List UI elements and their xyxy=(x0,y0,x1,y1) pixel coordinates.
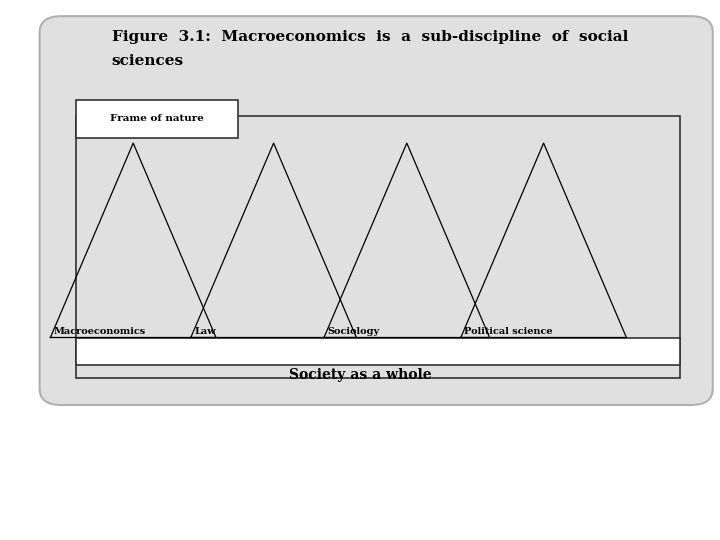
FancyBboxPatch shape xyxy=(40,16,713,405)
Text: Macroeconomics: Macroeconomics xyxy=(54,327,146,336)
Bar xyxy=(76,116,680,378)
Text: Political science: Political science xyxy=(464,327,553,336)
Bar xyxy=(76,338,680,364)
Bar xyxy=(76,100,238,138)
Text: Figure  3.1:  Macroeconomics  is  a  sub-discipline  of  social: Figure 3.1: Macroeconomics is a sub-disc… xyxy=(112,30,628,44)
Text: Society as a whole: Society as a whole xyxy=(289,368,431,382)
Text: Frame of nature: Frame of nature xyxy=(109,114,204,123)
Text: Law: Law xyxy=(194,327,216,336)
Text: Sociology: Sociology xyxy=(328,327,379,336)
Text: sciences: sciences xyxy=(112,54,184,68)
